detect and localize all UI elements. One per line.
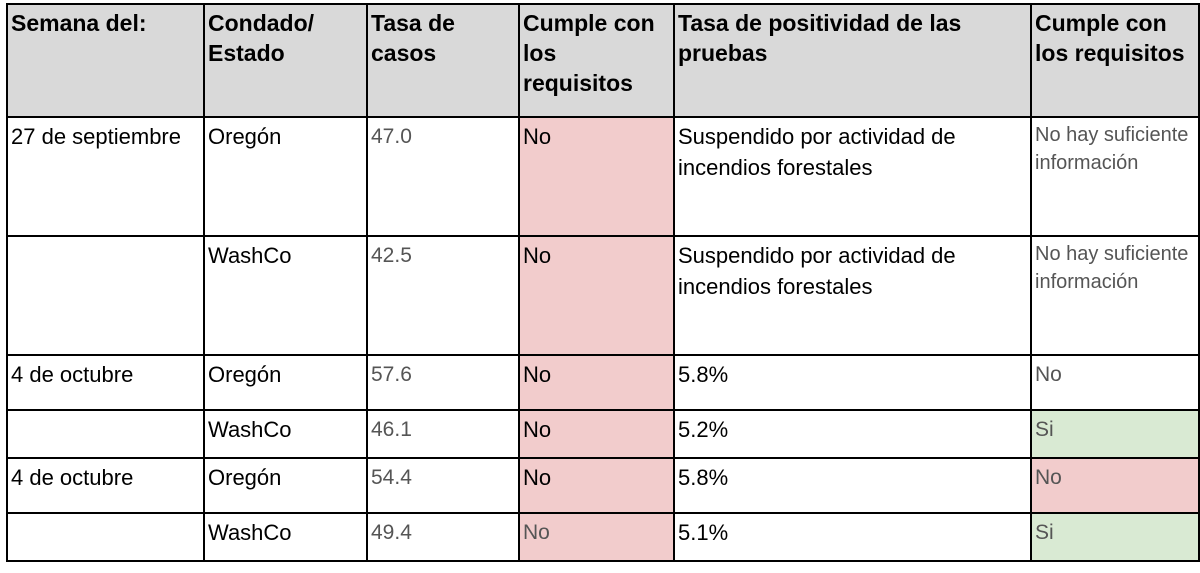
cell-case-rate: 47.0 xyxy=(366,116,520,237)
cell-case-rate: 57.6 xyxy=(366,354,520,411)
cell-week: 27 de septiembre xyxy=(6,116,205,237)
cell-region: WashCo xyxy=(203,409,368,459)
cell-region: Oregón xyxy=(203,116,368,237)
cell-meets-positivity: Si xyxy=(1030,512,1200,562)
table-row: WashCo 49.4 No 5.1% Si xyxy=(6,512,1200,562)
cell-case-rate: 46.1 xyxy=(366,409,520,459)
cell-meets-case: No xyxy=(518,116,675,237)
header-region: Condado/ Estado xyxy=(203,3,368,118)
cell-week: 4 de octubre xyxy=(6,354,205,411)
header-row: Semana del: Condado/ Estado Tasa de caso… xyxy=(6,3,1200,118)
cell-region: WashCo xyxy=(203,235,368,356)
cell-meets-case: No xyxy=(518,354,675,411)
cell-week: 4 de octubre xyxy=(6,457,205,514)
cell-meets-case: No xyxy=(518,457,675,514)
cell-week xyxy=(6,512,205,562)
table-row: 4 de octubre Oregón 54.4 No 5.8% No xyxy=(6,457,1200,514)
header-case-rate: Tasa de casos xyxy=(366,3,520,118)
cell-meets-positivity: No hay suficiente información xyxy=(1030,235,1200,356)
table-row: 4 de octubre Oregón 57.6 No 5.8% No xyxy=(6,354,1200,411)
header-positivity: Tasa de positividad de las pruebas xyxy=(673,3,1032,118)
cell-meets-positivity: Si xyxy=(1030,409,1200,459)
table-row: WashCo 46.1 No 5.2% Si xyxy=(6,409,1200,459)
cell-meets-positivity: No xyxy=(1030,457,1200,514)
cell-positivity: Suspendido por actividad de incendios fo… xyxy=(673,235,1032,356)
cell-case-rate: 49.4 xyxy=(366,512,520,562)
header-week: Semana del: xyxy=(6,3,205,118)
cell-positivity: 5.2% xyxy=(673,409,1032,459)
cell-meets-positivity: No xyxy=(1030,354,1200,411)
cell-meets-case: No xyxy=(518,512,675,562)
cell-case-rate: 42.5 xyxy=(366,235,520,356)
cell-positivity: 5.8% xyxy=(673,457,1032,514)
cell-meets-case: No xyxy=(518,409,675,459)
cell-week xyxy=(6,235,205,356)
metrics-table: Semana del: Condado/ Estado Tasa de caso… xyxy=(6,3,1200,562)
table-row: WashCo 42.5 No Suspendido por actividad … xyxy=(6,235,1200,356)
header-meets-case: Cumple con los requisitos xyxy=(518,3,675,118)
cell-meets-positivity: No hay suficiente información xyxy=(1030,116,1200,237)
cell-positivity: 5.8% xyxy=(673,354,1032,411)
header-meets-positivity: Cumple con los requisitos xyxy=(1030,3,1200,118)
table-row: 27 de septiembre Oregón 47.0 No Suspendi… xyxy=(6,116,1200,237)
cell-region: Oregón xyxy=(203,354,368,411)
cell-positivity: Suspendido por actividad de incendios fo… xyxy=(673,116,1032,237)
cell-region: Oregón xyxy=(203,457,368,514)
cell-week xyxy=(6,409,205,459)
cell-region: WashCo xyxy=(203,512,368,562)
cell-positivity: 5.1% xyxy=(673,512,1032,562)
cell-meets-case: No xyxy=(518,235,675,356)
cell-case-rate: 54.4 xyxy=(366,457,520,514)
